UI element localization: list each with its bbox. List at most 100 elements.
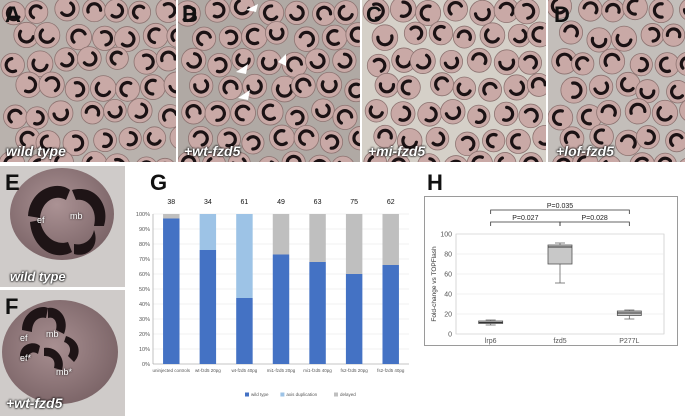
embryo	[640, 23, 665, 47]
embryo-stripe	[86, 2, 103, 14]
embryo	[332, 155, 354, 162]
embryo-stripe	[629, 102, 647, 115]
embryo-stripe	[210, 105, 226, 122]
embryo	[596, 99, 622, 125]
panel-d: D +lof-fzd5	[548, 0, 685, 162]
embryo-stripe	[593, 81, 610, 95]
x-tick-label: mi1-fzd5 40pg	[303, 368, 332, 373]
y-tick-label: 60	[444, 272, 452, 279]
embryo	[635, 125, 660, 150]
count-label: 61	[241, 199, 249, 206]
bar-wild-type	[345, 274, 363, 364]
embryo	[207, 52, 232, 78]
count-label: 34	[204, 199, 212, 206]
embryo	[127, 97, 153, 124]
embryo-stripe	[17, 29, 35, 44]
embryo	[128, 0, 152, 24]
embryo-stripe	[186, 52, 202, 69]
embryo-stripe	[419, 4, 432, 22]
embryo-stripe	[337, 52, 353, 69]
embryo-stripe	[679, 56, 685, 70]
panel-f: F ef mb ef* mb* +wt-fzd5	[0, 290, 125, 416]
embryo	[257, 99, 284, 126]
embryo	[559, 20, 584, 45]
embryo-stripe	[120, 31, 136, 48]
embryo-stripe	[114, 157, 125, 162]
panel-f-mark-mb2: mb*	[56, 367, 73, 377]
embryo-stripe	[605, 2, 621, 14]
embryo-stripe	[146, 132, 162, 146]
embryo	[494, 101, 519, 126]
embryo-stripe	[409, 25, 424, 41]
embryo	[15, 71, 42, 98]
y-tick-label: 20	[444, 312, 452, 319]
arrowhead-icon	[238, 90, 250, 100]
box	[547, 244, 573, 265]
embryo-stripe	[286, 56, 304, 73]
embryo-stripe	[555, 52, 573, 67]
embryo-stripe	[510, 133, 522, 150]
embryo-stripe	[246, 135, 261, 151]
embryo-stripe	[484, 28, 500, 44]
embryo-stripe	[639, 87, 656, 100]
count-label: 38	[167, 199, 175, 206]
embryo	[24, 0, 49, 24]
bar-delayed	[382, 214, 399, 265]
bar-axis-duplication	[236, 214, 253, 298]
y-tick-label: 0%	[142, 362, 150, 368]
significance-bracket	[490, 209, 630, 214]
legend-swatch	[334, 392, 338, 397]
embryo	[0, 52, 25, 78]
legend-label: delayed	[340, 392, 356, 397]
embryo-stripe	[498, 1, 515, 17]
embryo	[332, 48, 357, 73]
embryo	[264, 21, 289, 45]
embryo-stripe	[60, 1, 76, 18]
panel-e-label: E	[5, 170, 20, 195]
embryo	[136, 156, 157, 162]
embryo	[665, 129, 685, 153]
embryo-stripe	[162, 2, 176, 19]
embryo-stripe	[443, 56, 460, 70]
embryo-stripe	[38, 28, 55, 44]
embryo-stripe	[70, 28, 87, 44]
embryo	[415, 0, 442, 26]
embryo	[64, 76, 90, 102]
x-tick-label: fs2-fzd5 20pg	[341, 368, 369, 373]
embryo	[586, 27, 612, 53]
panel-a-caption: wild type	[6, 143, 66, 159]
embryo-stripe	[474, 108, 487, 124]
embryo-stripe	[102, 132, 113, 149]
embryo	[140, 74, 166, 100]
embryo-stripe	[603, 52, 621, 67]
panel-a: A wild type	[0, 0, 176, 162]
embryo-stripe	[192, 130, 209, 147]
x-tick-label: wt-fzd5 40pg	[232, 368, 258, 373]
embryo-stripe	[648, 27, 661, 43]
embryo-stripe	[7, 108, 23, 124]
embryo	[364, 99, 389, 123]
embryo	[241, 131, 265, 155]
embryo-stripe	[54, 155, 60, 162]
bar-wild-type	[236, 298, 253, 364]
legend-swatch	[280, 392, 285, 397]
embryo	[396, 128, 423, 154]
embryo	[114, 26, 140, 53]
embryo-stripe	[482, 81, 498, 96]
panel-e: E ef mb wild type	[0, 166, 125, 287]
embryo-stripe	[131, 4, 146, 20]
embryo-stripe	[348, 82, 360, 99]
embryo	[293, 26, 320, 52]
panel-d-photo	[548, 0, 685, 162]
embryo-stripe	[84, 104, 101, 117]
embryo-stripe	[498, 58, 516, 71]
embryo	[26, 50, 54, 78]
embryo	[503, 74, 530, 101]
embryo	[444, 155, 468, 162]
embryo	[27, 153, 53, 162]
embryo-stripe	[377, 128, 393, 140]
embryo-stripe	[23, 76, 38, 94]
count-label: 75	[350, 199, 358, 206]
embryo-stripe	[460, 135, 476, 152]
